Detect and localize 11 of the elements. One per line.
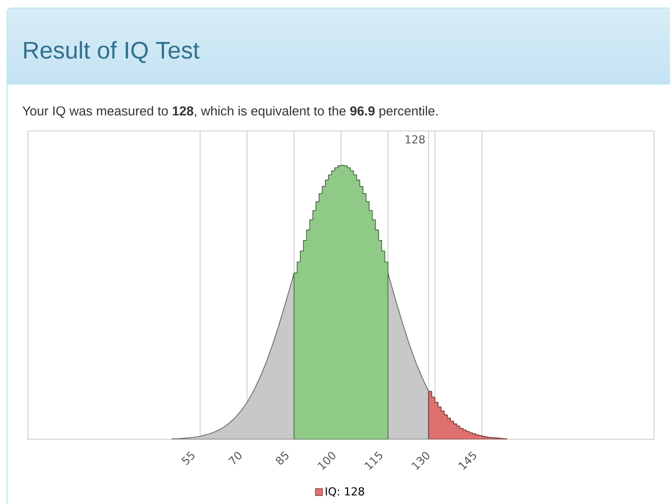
x-tick-label: 145 [458,451,476,470]
ref-line-label: 128 [406,135,425,144]
x-tick-label: 100 [318,452,336,470]
x-tick-label: 70 [228,452,242,464]
chart-subtitle: Your IQ was measured to 128, which is equivalent to the 96.9 percentile. [22,106,438,118]
x-tick-label: 115 [364,451,382,470]
x-tick-label: 85 [276,451,288,465]
x-tick-label: 130 [411,452,430,470]
chart-title: Result of IQ Test [24,41,200,64]
legend-label: IQ: 128 [326,487,364,497]
x-tick-label: 55 [181,451,194,466]
